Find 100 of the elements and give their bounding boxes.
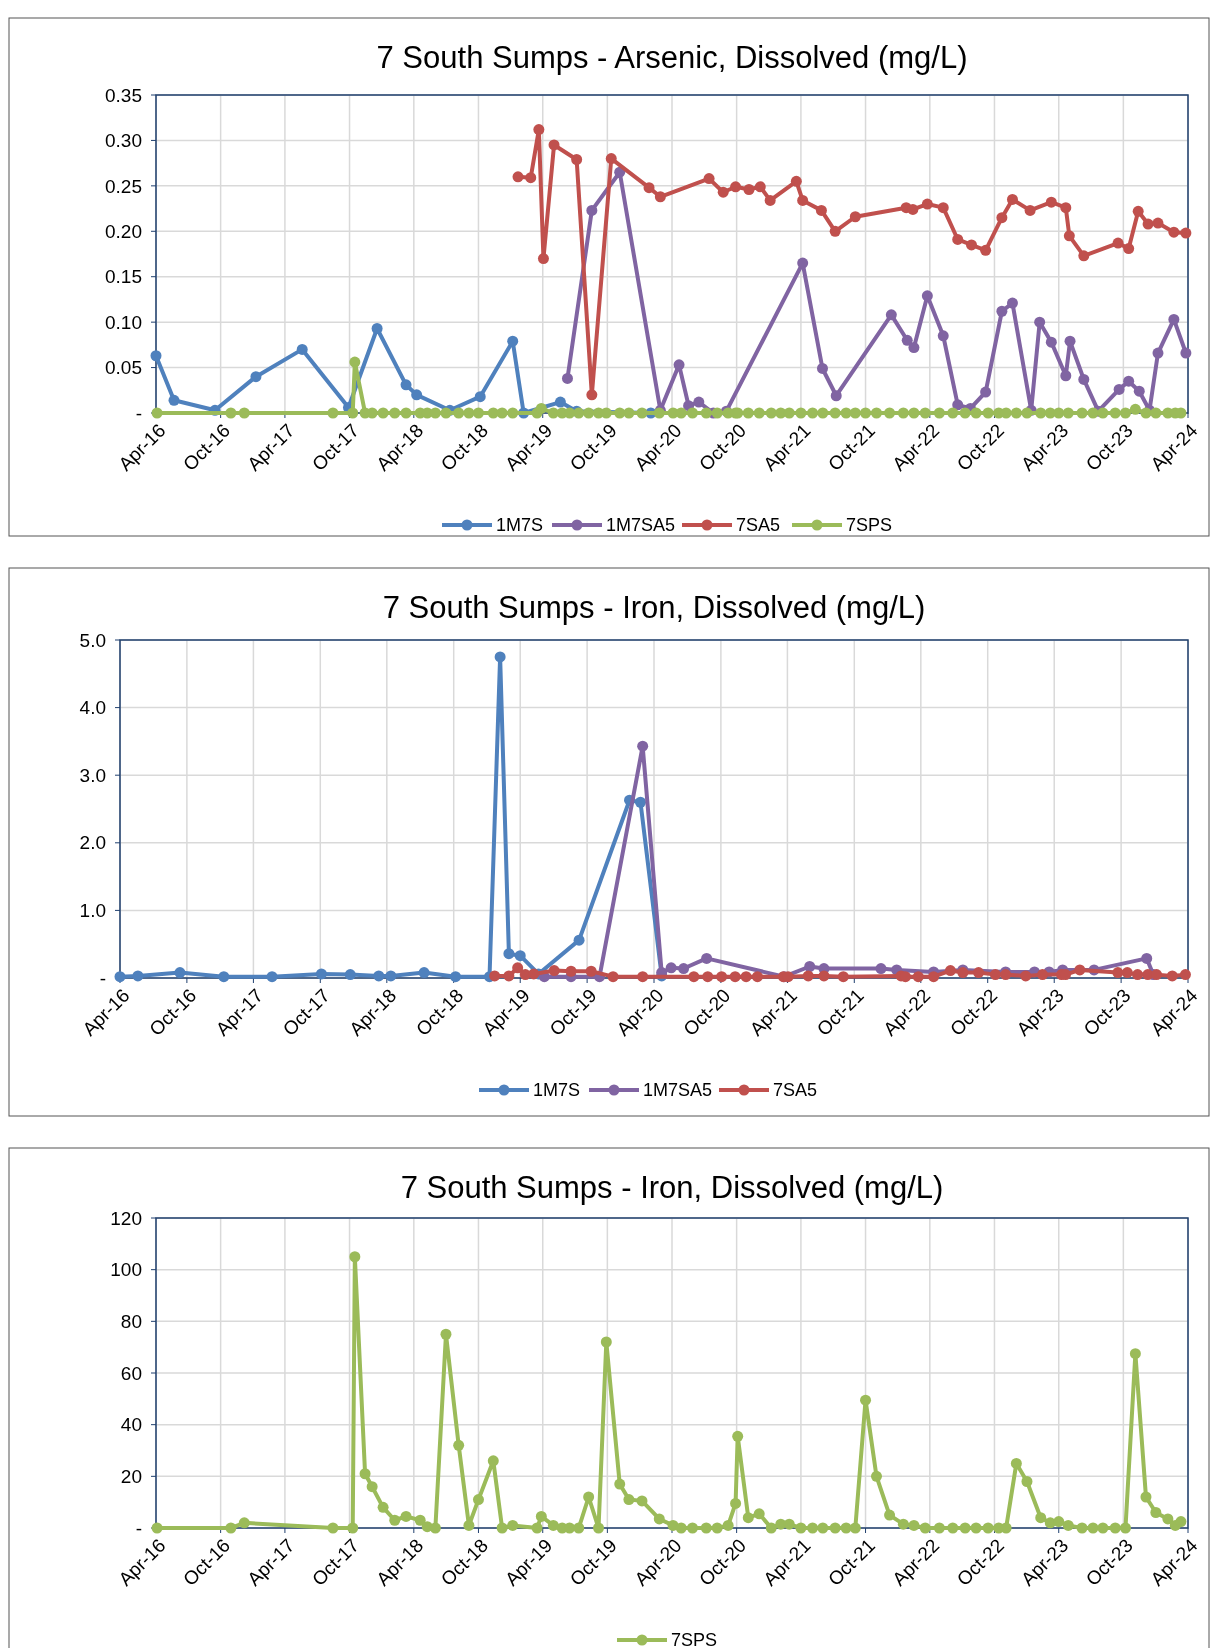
legend-label: 1M7S <box>533 1080 581 1101</box>
point <box>1180 227 1192 239</box>
y-tick-label: 40 <box>120 1414 142 1436</box>
y-tick-label: 0.05 <box>105 357 142 379</box>
point <box>168 394 180 406</box>
point <box>688 971 700 983</box>
point <box>296 343 308 355</box>
point <box>1133 385 1145 397</box>
point <box>901 334 913 346</box>
point <box>1123 243 1135 255</box>
point <box>489 970 501 982</box>
point <box>1152 217 1164 229</box>
point <box>1006 297 1018 309</box>
point <box>525 172 537 184</box>
point <box>729 971 741 983</box>
point <box>637 740 649 752</box>
legend-label: 7SPS <box>671 1630 718 1651</box>
point <box>1020 970 1032 982</box>
point <box>837 971 849 983</box>
point <box>605 153 617 165</box>
y-tick-label: 120 <box>110 1207 142 1229</box>
point <box>1064 335 1076 347</box>
point <box>586 389 598 401</box>
point <box>643 182 655 194</box>
point <box>730 181 742 193</box>
point <box>996 305 1008 317</box>
point <box>1078 250 1090 262</box>
point <box>754 181 766 193</box>
point <box>418 967 430 979</box>
point <box>585 965 597 977</box>
y-tick-label: - <box>99 967 106 989</box>
point <box>815 204 827 216</box>
y-tick-label: 0.20 <box>105 220 142 242</box>
point <box>1037 969 1049 981</box>
point <box>533 124 545 136</box>
point <box>132 970 144 982</box>
point <box>371 323 383 334</box>
point <box>996 212 1008 224</box>
point <box>937 202 949 214</box>
point <box>174 967 186 979</box>
point <box>966 239 977 251</box>
point <box>565 965 577 977</box>
point <box>250 371 262 383</box>
point <box>1168 313 1180 325</box>
point <box>716 971 728 983</box>
point <box>1045 336 1057 348</box>
point <box>1151 969 1163 981</box>
point <box>1132 205 1144 217</box>
point <box>548 139 560 151</box>
point <box>373 970 385 982</box>
y-tick-label: 20 <box>120 1465 142 1487</box>
legend-label: 1M7S <box>496 515 544 536</box>
point <box>400 379 412 391</box>
point <box>1152 347 1164 359</box>
point <box>1141 952 1153 964</box>
point <box>450 971 462 983</box>
y-tick-label: 2.0 <box>79 832 106 854</box>
point <box>665 962 677 974</box>
point <box>1112 967 1124 979</box>
point <box>1121 967 1133 979</box>
y-tick-label: - <box>135 1517 142 1539</box>
point <box>928 971 940 983</box>
point <box>586 204 598 216</box>
point <box>634 796 646 808</box>
legend-label: 1M7SA5 <box>643 1080 713 1101</box>
point <box>561 372 573 384</box>
y-tick-label: - <box>135 402 142 424</box>
point <box>1112 237 1124 249</box>
legend-label: 7SA5 <box>773 1080 818 1101</box>
legend-label: 1M7SA5 <box>606 515 676 536</box>
point <box>908 342 920 354</box>
point <box>474 391 486 403</box>
y-tick-label: 0.10 <box>105 311 142 333</box>
point <box>818 970 830 982</box>
point <box>885 309 897 321</box>
point <box>571 154 583 166</box>
point <box>797 257 809 269</box>
point <box>952 399 964 411</box>
y-tick-label: 80 <box>120 1310 142 1332</box>
point <box>693 396 705 408</box>
point <box>875 963 887 975</box>
point <box>1168 226 1180 238</box>
y-tick-label: 4.0 <box>79 697 106 719</box>
point <box>1034 316 1046 328</box>
point <box>830 390 842 402</box>
point <box>980 244 992 256</box>
point <box>790 175 802 187</box>
point <box>315 968 327 980</box>
point <box>912 971 924 983</box>
point <box>150 350 162 362</box>
point <box>751 971 763 983</box>
point <box>344 969 356 981</box>
point <box>514 950 526 962</box>
y-tick-label: 0.30 <box>105 130 142 152</box>
point <box>702 971 714 983</box>
point <box>1078 373 1090 385</box>
chart-title: 7 South Sumps - Iron, Dissolved (mg/L) <box>400 1170 944 1205</box>
point <box>1074 964 1086 976</box>
point <box>804 961 816 973</box>
point <box>512 962 524 974</box>
